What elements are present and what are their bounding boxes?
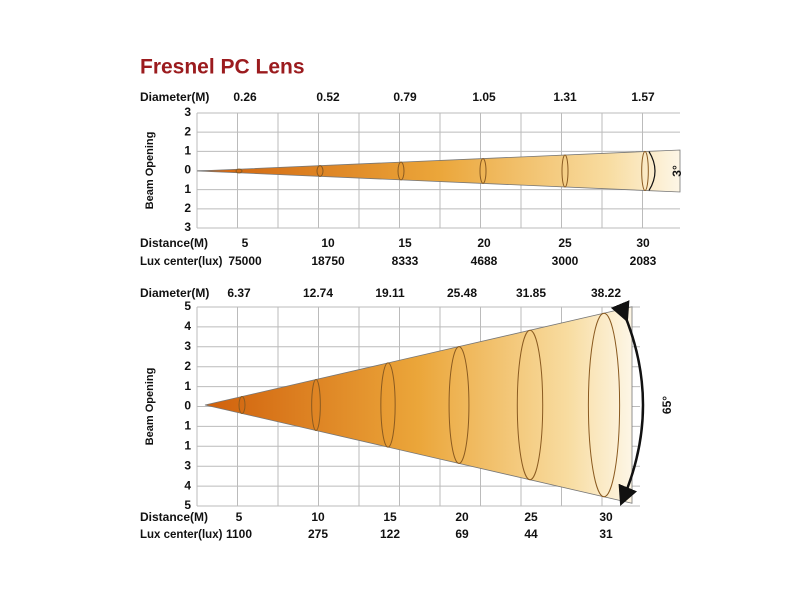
beam-section [316,165,324,177]
lux-label: Lux center(lux) [140,256,223,268]
angle-label: 65° [660,396,674,414]
diameter-label: Diameter(M) [140,90,209,104]
diameter-value: 6.37 [227,286,251,300]
lux-value: 3000 [552,254,579,268]
distance-value: 25 [558,236,572,250]
diameter-value: 19.11 [375,286,405,300]
distance-value: 30 [599,510,613,524]
lux-value: 122 [380,527,400,541]
beam-section [311,378,321,432]
y-label: 1 [184,419,191,433]
y-label: 4 [184,319,191,333]
distance-value: 10 [321,236,335,250]
angle-label: 3° [670,165,684,177]
distance-value: 20 [455,510,469,524]
distance-label: Distance(M) [140,236,208,250]
diameter-value: 1.31 [553,90,577,104]
diameter-label: Diameter(M) [140,286,209,300]
lux-value: 18750 [311,254,345,268]
y-label: 3 [184,105,191,119]
y-label: 3 [184,220,191,234]
diameter-value: 1.57 [631,90,655,104]
y-label: 3 [184,458,191,472]
beam-section [516,329,544,481]
beam-section [238,395,246,415]
lux-value: 8333 [392,254,419,268]
lux-value: 1100 [226,527,252,541]
y-label: 0 [184,163,191,177]
beam-section [479,158,487,184]
diameter-value: 0.79 [393,90,417,104]
lux-value: 75000 [228,254,262,268]
beam-cone [204,306,633,504]
distance-value: 5 [236,510,243,524]
diameter-value: 25.48 [447,286,477,300]
y-label: 2 [184,359,191,373]
angle-arrow [610,300,645,507]
title: Fresnel PC Lens [140,56,305,79]
distance-value: 5 [242,236,249,250]
diameter-value: 0.52 [316,90,340,104]
y-label: 5 [184,498,191,512]
y-label: 1 [184,182,191,196]
beam-section [380,362,396,448]
lux-value: 2083 [630,254,657,268]
beam-cone [196,149,681,193]
distance-value: 15 [383,510,397,524]
lux-value: 4688 [471,254,498,268]
diameter-value: 1.05 [472,90,496,104]
lux-value: 69 [455,527,469,541]
angle-bracket [648,151,656,191]
distance-value: 20 [477,236,491,250]
beam-section [641,151,649,191]
distance-value: 25 [524,510,538,524]
distance-value: 10 [311,510,325,524]
lux-value: 275 [308,527,328,541]
beam-section [561,154,569,188]
beam-section [448,346,470,464]
distance-label: Distance(M) [140,510,208,524]
lux-value: 31 [599,527,613,541]
lux-value: 44 [524,527,538,541]
lux-label: Lux center(lux) [140,529,223,541]
y-label: 2 [184,124,191,138]
beam-section [397,161,405,181]
distance-value: 30 [636,236,650,250]
axis-label: Beam Opening [144,368,156,446]
distance-value: 15 [398,236,412,250]
axis-label: Beam Opening [144,132,156,210]
diameter-value: 38.22 [591,286,621,300]
y-label: 1 [184,144,191,158]
diameter-value: 12.74 [303,286,333,300]
y-label: 1 [184,379,191,393]
y-label: 3 [184,339,191,353]
beam-section [235,168,243,174]
y-label: 0 [184,399,191,413]
y-label: 1 [184,438,191,452]
y-label: 2 [184,201,191,215]
diameter-value: 0.26 [233,90,257,104]
y-label: 4 [184,478,191,492]
y-label: 5 [184,299,191,313]
diameter-value: 31.85 [516,286,546,300]
